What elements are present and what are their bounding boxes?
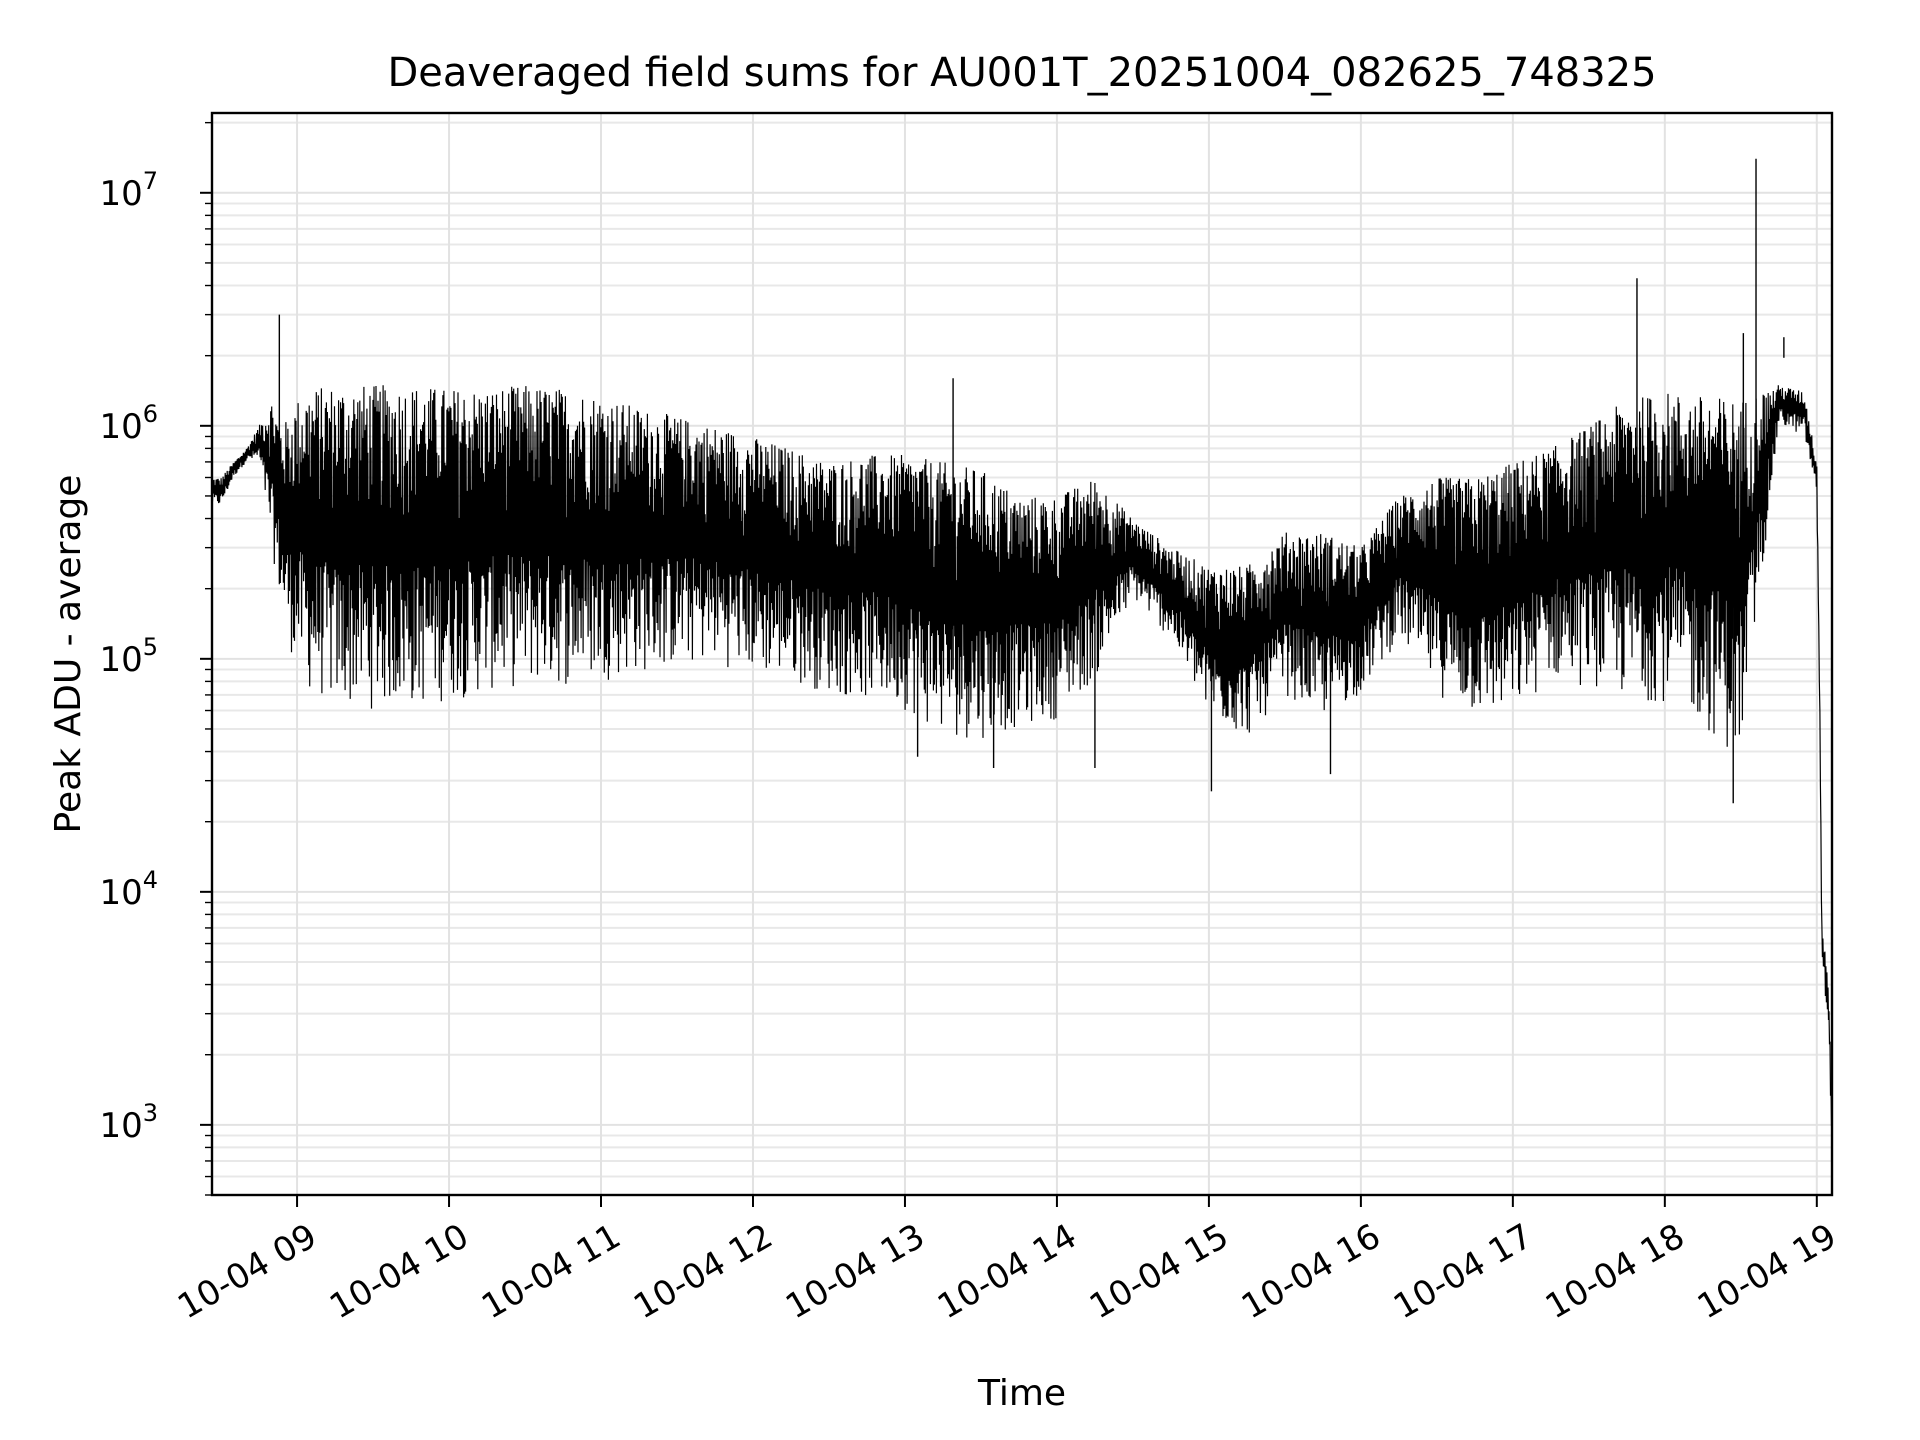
y-tick-label-base: 10 — [99, 873, 142, 913]
y-tick-label-exponent: 7 — [143, 167, 158, 195]
plot-frame — [210, 111, 1834, 1197]
y-tick-label-exponent: 5 — [143, 633, 158, 661]
grid — [212, 113, 1832, 1196]
y-tick-label-exponent: 6 — [143, 400, 158, 428]
y-tick-label-base: 10 — [99, 1106, 142, 1146]
y-tick-label: 105 — [99, 633, 158, 680]
y-tick-label-exponent: 4 — [143, 866, 158, 894]
chart-title: Deaveraged field sums for AU001T_2025100… — [387, 50, 1656, 96]
series-group — [211, 158, 1833, 1131]
series-line — [211, 385, 1833, 1131]
y-tick-label-exponent: 3 — [143, 1099, 158, 1127]
x-axis-label: Time — [977, 1373, 1066, 1414]
y-tick-label-base: 10 — [99, 174, 142, 214]
y-axis-label: Peak ADU - average — [48, 475, 89, 834]
y-tick-label: 104 — [99, 866, 158, 913]
y-tick-label: 107 — [99, 167, 158, 214]
y-tick-label-base: 10 — [99, 407, 142, 447]
y-tick-label: 103 — [99, 1099, 158, 1146]
y-tick-label: 106 — [99, 400, 158, 447]
y-tick-label-base: 10 — [99, 640, 142, 680]
